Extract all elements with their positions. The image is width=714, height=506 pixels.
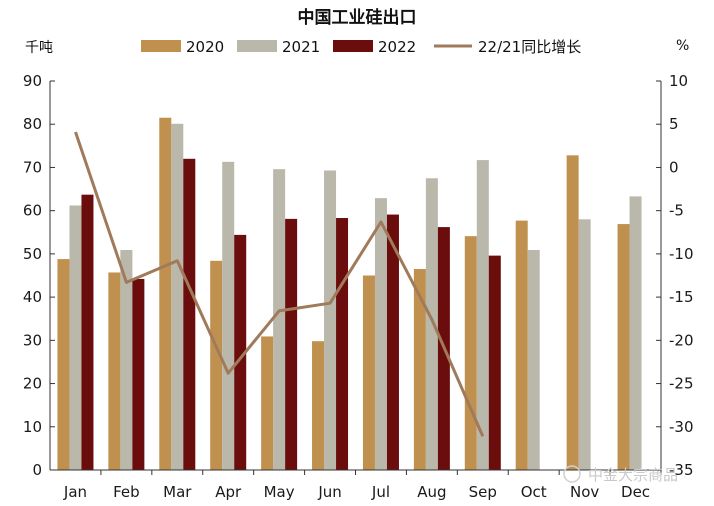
left-tick-label: 30: [23, 331, 42, 349]
left-tick-label: 10: [23, 418, 42, 436]
bar-2022-May: [285, 218, 298, 470]
left-tick-label: 0: [32, 461, 42, 479]
left-axis-unit: 千吨: [25, 40, 53, 56]
legend-swatch-2021: [237, 40, 277, 52]
left-tick-label: 50: [23, 245, 42, 263]
left-tick-label: 90: [23, 72, 42, 90]
right-tick-label: -10: [669, 245, 694, 263]
left-tick-label: 80: [23, 115, 42, 133]
x-tick-label: Jan: [63, 483, 87, 501]
right-tick-label: -35: [669, 461, 694, 479]
right-axis-unit: %: [676, 38, 689, 54]
right-tick-label: 10: [669, 72, 688, 90]
x-tick-label: Jul: [371, 483, 390, 501]
x-tick-label: Jun: [317, 483, 341, 501]
bar-2022-Mar: [183, 158, 196, 471]
watermark: 中金大宗商品: [563, 465, 678, 484]
bar-2021-Sep: [476, 160, 489, 470]
bar-2022-Jul: [386, 214, 399, 470]
x-tick-label: Feb: [113, 483, 140, 501]
x-tick-label: May: [264, 483, 295, 501]
bar-2021-Apr: [222, 161, 235, 470]
left-tick-label: 40: [23, 288, 42, 306]
legend-label-2022: 2022: [378, 38, 416, 56]
bar-2020-Jul: [362, 275, 375, 470]
watermark-text: 中金大宗商品: [588, 466, 678, 484]
legend-label-2021: 2021: [282, 38, 320, 56]
x-tick-label: Aug: [417, 483, 446, 501]
bar-2020-Nov: [566, 155, 579, 470]
bar-2020-Aug: [413, 269, 426, 470]
chart-title: 中国工业硅出口: [298, 7, 417, 28]
bar-2020-Feb: [108, 272, 121, 470]
x-tick-label: Sep: [469, 483, 497, 501]
legend: 2020 2021 2022 22/21同比增长: [141, 38, 581, 56]
bar-2021-May: [273, 169, 286, 470]
bar-2020-Jun: [312, 341, 325, 470]
bar-2020-Mar: [159, 117, 172, 470]
bar-2020-Sep: [464, 236, 477, 470]
legend-label-2020: 2020: [186, 38, 224, 56]
x-tick-label: Oct: [521, 483, 547, 501]
bar-2021-Feb: [120, 249, 133, 470]
x-tick-label: Apr: [215, 483, 242, 501]
right-tick-label: 0: [669, 158, 679, 176]
right-tick-label: 5: [669, 115, 679, 133]
right-tick-label: -5: [669, 202, 684, 220]
x-tick-label: Nov: [570, 483, 599, 501]
bar-2022-Jun: [336, 218, 349, 470]
bars: [57, 117, 642, 471]
x-tick-label: Dec: [621, 483, 650, 501]
bar-2021-Jun: [324, 170, 337, 470]
legend-label-yoy: 22/21同比增长: [478, 38, 581, 56]
x-tick-label: Mar: [163, 483, 192, 501]
left-tick-label: 60: [23, 202, 42, 220]
legend-swatch-2022: [333, 40, 373, 52]
bar-2020-Dec: [617, 224, 630, 470]
bar-2021-Jul: [374, 198, 387, 471]
left-tick-label: 20: [23, 375, 42, 393]
bar-2022-Sep: [488, 255, 501, 470]
right-tick-label: -15: [669, 288, 694, 306]
bar-2021-Dec: [629, 196, 642, 471]
left-axis-ticks: 0 10 20 30 40 50 60 70 80 90: [23, 72, 55, 479]
bar-2020-Apr: [210, 260, 223, 470]
bar-2021-Jan: [69, 205, 82, 471]
left-tick-label: 70: [23, 158, 42, 176]
bar-2022-Feb: [132, 278, 145, 470]
bar-2022-Jan: [81, 194, 94, 470]
legend-swatch-2020: [141, 40, 181, 52]
bar-2020-Jan: [57, 259, 70, 470]
right-tick-label: -20: [669, 331, 694, 349]
bar-2021-Mar: [171, 123, 184, 470]
x-axis-ticks: Jan Feb Mar Apr May Jun Jul Aug Sep Oct Nov Dec: [63, 470, 662, 501]
line-series-yoy: [74, 131, 485, 437]
bar-2021-Aug: [425, 178, 438, 470]
bar-2021-Oct: [527, 249, 540, 470]
right-tick-label: -30: [669, 418, 694, 436]
bar-2020-May: [261, 336, 274, 470]
bar-2022-Apr: [234, 234, 247, 470]
bar-2021-Nov: [578, 219, 591, 470]
wechat-icon: [563, 465, 581, 483]
right-tick-label: -25: [669, 375, 694, 393]
yoy-line: [74, 131, 485, 437]
bar-2020-Oct: [515, 220, 528, 470]
right-axis-ticks: -35 -30 -25 -20 -15 -10 -5 0 5 10: [656, 72, 694, 479]
